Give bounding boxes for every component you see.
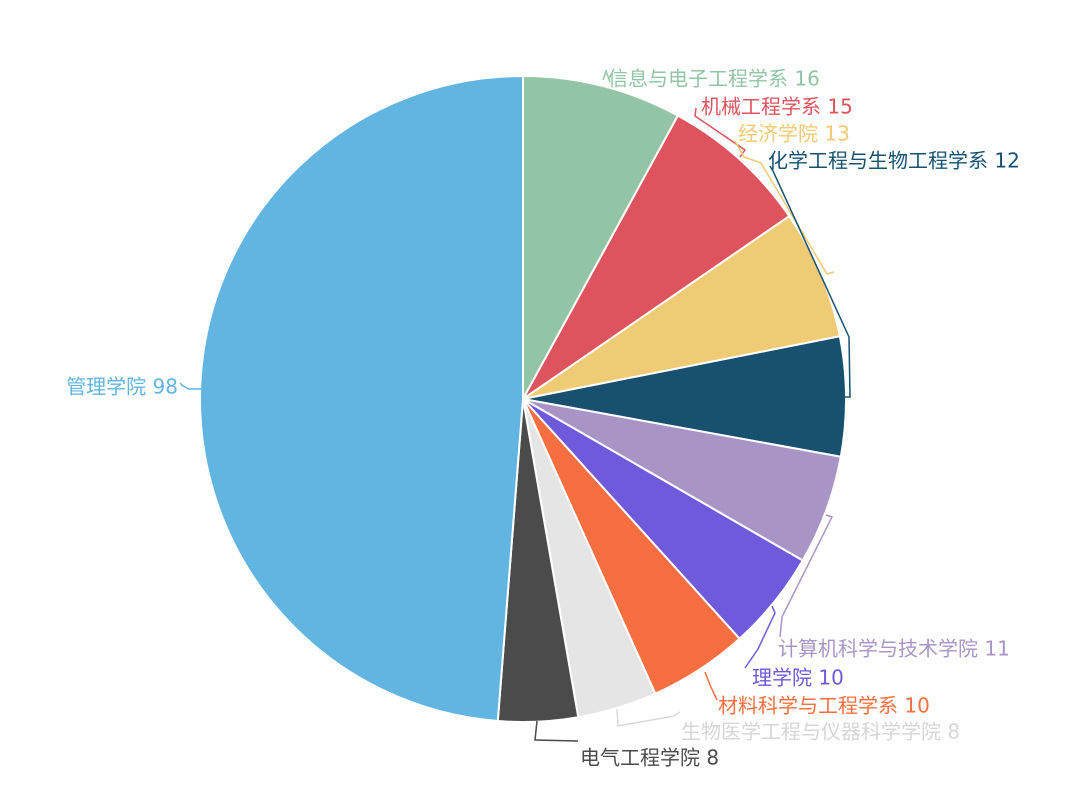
slice-label: 机械工程学系 15 bbox=[701, 95, 853, 119]
pie-slice bbox=[522, 74, 680, 400]
leader-line bbox=[534, 720, 579, 742]
leader-line bbox=[616, 708, 681, 727]
leader-line bbox=[704, 671, 718, 701]
slice-label: 计算机科学与技术学院 11 bbox=[778, 637, 1010, 661]
leader-line bbox=[769, 165, 851, 398]
slice-label: 化学工程与生物工程学系 12 bbox=[768, 149, 1020, 173]
slice-label: 生物医学工程与仪器科学学院 8 bbox=[681, 720, 960, 744]
leader-line bbox=[602, 68, 611, 83]
slice-label: 经济学院 13 bbox=[738, 122, 850, 146]
labels-layer: 信息与电子工程学系 16 机械工程学系 15 经济学院 13 化学工程与生物工程学系 … bbox=[66, 67, 1020, 770]
slice-label: 理学院 10 bbox=[752, 666, 844, 690]
leader-lines-layer bbox=[179, 68, 851, 742]
pie-slice bbox=[199, 74, 524, 723]
slice-label: 管理学院 98 bbox=[66, 375, 178, 399]
slice-label: 信息与电子工程学系 16 bbox=[608, 67, 820, 91]
slice-label: 材料科学与工程学系 10 bbox=[718, 694, 930, 718]
slice-label: 电气工程学院 8 bbox=[580, 746, 719, 770]
leader-line bbox=[779, 514, 834, 638]
leader-line bbox=[179, 382, 202, 390]
pie-slice bbox=[522, 114, 791, 400]
slices-layer bbox=[199, 74, 847, 723]
leader-line bbox=[734, 140, 835, 275]
leader-line bbox=[744, 605, 776, 669]
